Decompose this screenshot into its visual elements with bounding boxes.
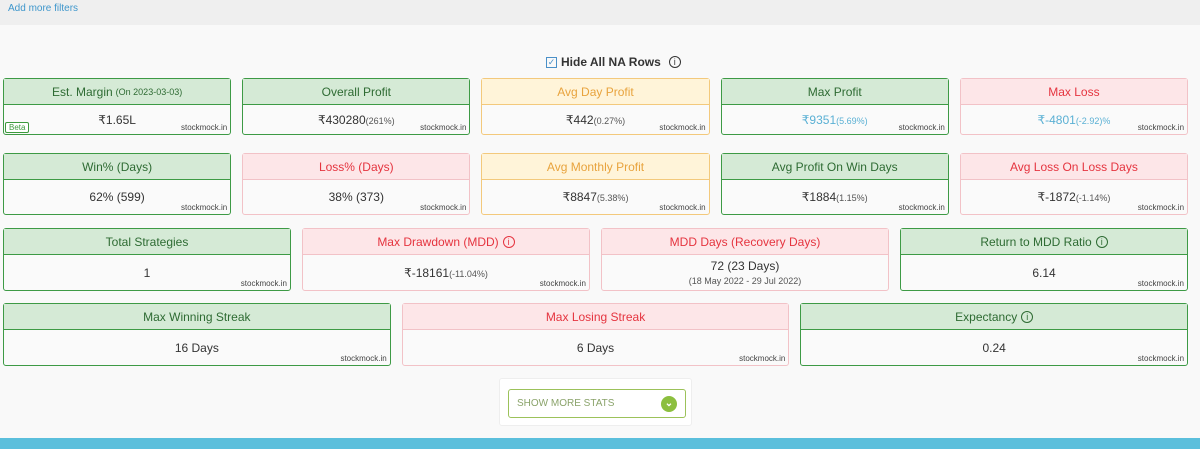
card-title: Max Winning Streak [4,304,390,330]
hide-na-rows-toggle[interactable]: ✓ Hide All NA Rows i [546,55,681,69]
card-pct: (5.38%) [596,193,629,203]
card-title: Return to MDD Ratio [980,234,1092,249]
card-value: 6 Days [576,340,615,355]
card-title: Est. Margin [51,84,113,99]
card-title-date: (On 2023-03-03) [115,86,183,97]
watermark: stockmock.in [659,123,706,132]
watermark: stockmock.in [420,203,467,212]
info-icon[interactable]: i [502,235,515,248]
card-value: ₹-1872 [1037,190,1076,204]
show-more-label: SHOW MORE STATS [517,398,615,409]
card-value: ₹1.65L [98,112,136,127]
card-value: ₹8847 [562,190,597,204]
card-value: 1 [143,265,151,280]
card-avg-profit-win-days: Avg Profit On Win Days ₹1884(1.15%) stoc… [720,153,949,215]
card-avg-monthly-profit: Avg Monthly Profit ₹8847(5.38%) stockmoc… [481,153,710,215]
watermark: stockmock.in [898,203,945,212]
card-avg-day-profit: Avg Day Profit ₹442(0.27%) stockmock.in [481,78,710,135]
info-icon[interactable]: i [1095,235,1108,248]
card-overall-profit: Overall Profit ₹430280(261%) stockmock.i… [242,78,471,135]
info-icon[interactable]: i [668,56,681,68]
watermark: stockmock.in [1137,203,1185,212]
card-title: Max Profit [721,79,948,105]
watermark: stockmock.in [1137,123,1185,132]
watermark: stockmock.in [180,123,228,132]
card-return-mdd-ratio: Return to MDD Ratio i 6.14 stockmock.in [900,228,1188,291]
watermark: stockmock.in [420,123,467,132]
card-est-margin: Est. Margin (On 2023-03-03) ₹1.65L Beta s… [3,78,232,135]
card-loss-pct: Loss% (Days) 38% (373) stockmock.in [242,153,471,215]
card-pct: (1.15%) [836,193,868,203]
watermark: stockmock.in [340,354,387,363]
card-max-drawdown: Max Drawdown (MDD) i ₹-18161(-11.04%) sto… [302,228,590,291]
show-more-container: SHOW MORE STATS ⌄ [499,378,692,426]
card-max-winning-streak: Max Winning Streak 16 Days stockmock.in [3,303,391,366]
add-more-filters-link[interactable]: Add more filters [8,3,79,14]
card-avg-loss-loss-days: Avg Loss On Loss Days ₹-1872(-1.14%) sto… [959,153,1189,215]
watermark: stockmock.in [1137,279,1184,288]
watermark: stockmock.in [739,354,786,363]
beta-badge: Beta [5,122,30,133]
card-value: ₹-18161 [404,265,450,280]
card-title: Max Loss [960,79,1188,105]
checkbox-checked-icon[interactable]: ✓ [546,56,557,68]
card-pct: (5.69%) [836,115,868,126]
card-value: 16 Days [174,340,219,355]
watermark: stockmock.in [180,203,228,212]
card-value: 62% (599) [89,190,145,204]
card-title: MDD Days (Recovery Days) [602,229,888,255]
card-total-strategies: Total Strategies 1 stockmock.in [3,228,291,291]
card-pct: (0.27%) [593,115,626,126]
watermark: stockmock.in [539,279,586,288]
show-more-stats-button[interactable]: SHOW MORE STATS ⌄ [508,389,686,418]
card-title: Avg Monthly Profit [482,154,709,180]
card-value: ₹1884 [801,190,837,204]
card-expectancy: Expectancy i 0.24 stockmock.in [800,303,1189,366]
card-value: 38% (373) [328,190,384,204]
card-title: Overall Profit [243,79,470,105]
watermark: stockmock.in [240,279,287,288]
card-title: Win% (Days) [4,154,231,180]
card-title: Avg Loss On Loss Days [960,154,1188,180]
card-title: Max Losing Streak [402,304,789,330]
filter-panel: Add more filters [0,0,1200,25]
card-max-profit: Max Profit ₹9351(5.69%) stockmock.in [720,78,949,135]
card-value: 0.24 [982,340,1006,355]
card-title: Avg Day Profit [482,79,709,105]
card-mdd-days: MDD Days (Recovery Days) 72 (23 Days) (18… [601,228,889,291]
card-pct: (-2.92)% [1075,115,1111,126]
watermark: stockmock.in [659,203,706,212]
card-date-range: (18 May 2022 - 29 Jul 2022) [688,276,802,286]
bottom-bar [0,438,1200,449]
card-value[interactable]: ₹9351 [801,112,837,127]
card-value: 72 (23 Days) [710,259,780,273]
chevron-down-circle-icon: ⌄ [661,396,677,412]
card-max-loss: Max Loss ₹-4801(-2.92)% stockmock.in [959,78,1189,135]
card-value: ₹442 [565,112,594,127]
card-title: Avg Profit On Win Days [721,154,948,180]
card-value: 6.14 [1032,265,1056,280]
card-title: Max Drawdown (MDD) [377,234,499,249]
card-pct: (-11.04%) [449,268,488,279]
card-title: Expectancy [955,309,1018,324]
hide-na-label: Hide All NA Rows [561,55,661,69]
card-pct: (261%) [365,115,395,126]
card-value: ₹430280 [317,112,366,127]
watermark: stockmock.in [898,123,945,132]
card-max-losing-streak: Max Losing Streak 6 Days stockmock.in [401,303,790,366]
watermark: stockmock.in [1137,354,1185,363]
info-icon[interactable]: i [1021,310,1034,323]
card-win-pct: Win% (Days) 62% (599) stockmock.in [3,153,232,215]
card-title: Total Strategies [4,229,290,255]
card-value[interactable]: ₹-4801 [1037,112,1076,127]
card-title: Loss% (Days) [243,154,470,180]
card-pct: (-1.14%) [1075,193,1111,203]
